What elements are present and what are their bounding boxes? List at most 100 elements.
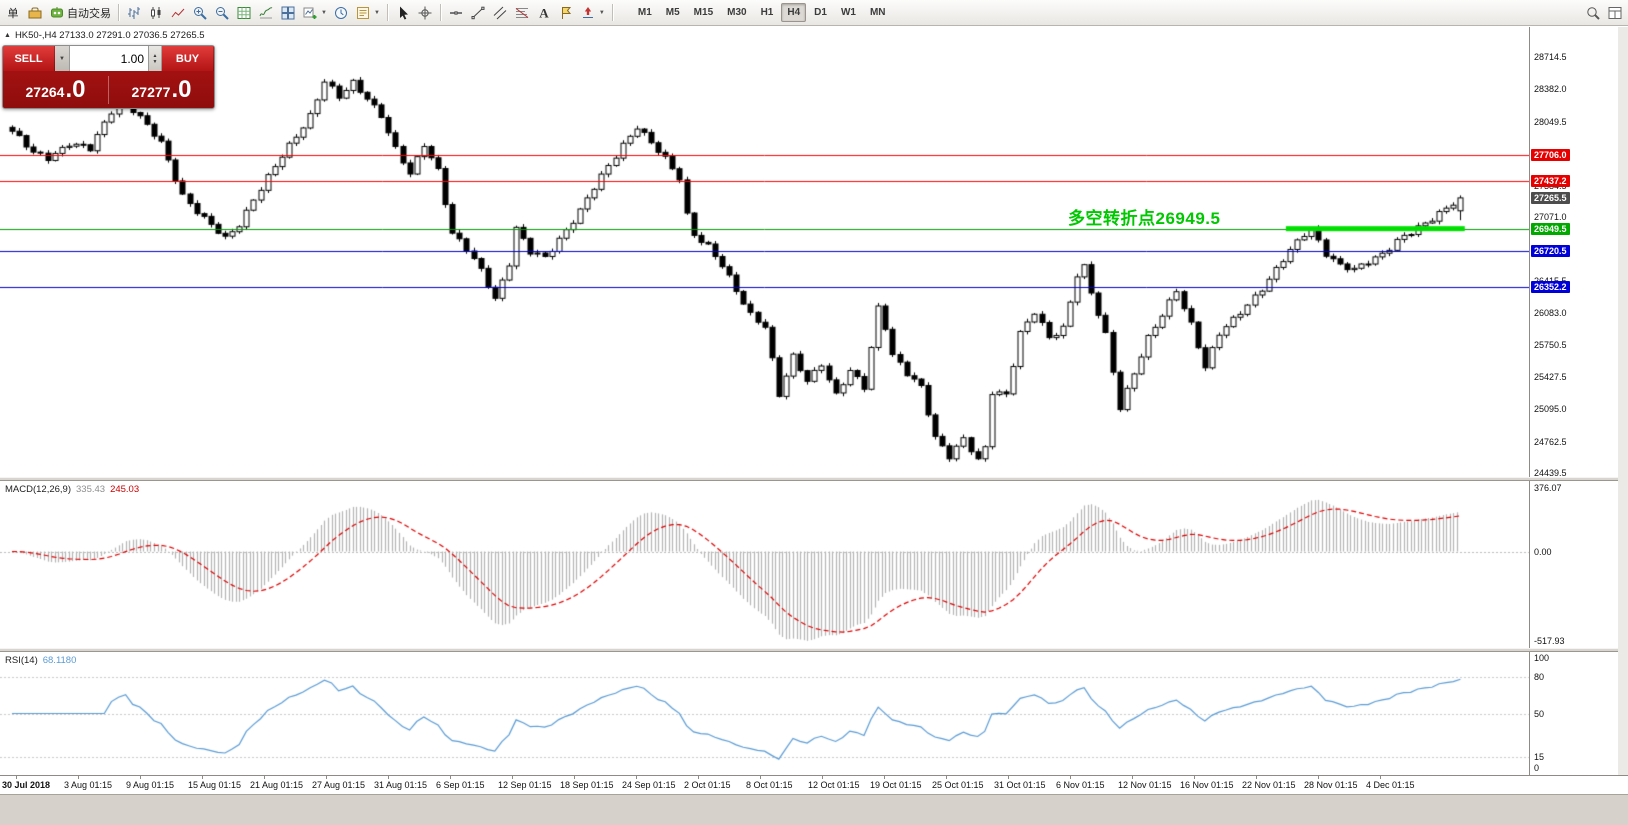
- date-label: 2 Oct 01:15: [684, 780, 731, 790]
- date-label: 12 Oct 01:15: [808, 780, 860, 790]
- toolbar: 单 自动交易 ▼ ▼ A ▼ M1 M5 M15 M30 H1 H4 D1 W1 MN: [0, 0, 1628, 26]
- macd-axis-label: 376.07: [1534, 483, 1562, 493]
- toolbar-separator: [386, 4, 388, 21]
- timeframe-mn[interactable]: MN: [869, 7, 886, 18]
- layout-icon: [1607, 5, 1623, 21]
- time-tick: [884, 776, 885, 779]
- text-button[interactable]: A: [533, 2, 555, 23]
- time-tick: [1008, 776, 1009, 779]
- rsi-value: 68.1180: [42, 655, 77, 666]
- sell-button[interactable]: SELL: [3, 46, 55, 71]
- clock-button[interactable]: [330, 2, 352, 23]
- price-axis-label: 26415.5: [1534, 276, 1567, 286]
- cursor-button[interactable]: [392, 2, 414, 23]
- price-axis-label: 28382.0: [1534, 84, 1567, 95]
- search-icon: [1585, 5, 1601, 21]
- search-button[interactable]: [1582, 2, 1604, 23]
- date-label: 19 Oct 01:15: [870, 780, 922, 790]
- timeframe-h4[interactable]: H4: [781, 3, 807, 22]
- pointer-tools-group: [392, 2, 436, 23]
- time-tick: [450, 776, 451, 779]
- grid-button[interactable]: [233, 2, 255, 23]
- macd-axis-label: -517.93: [1534, 636, 1565, 646]
- dropdown-caret-icon[interactable]: ▼: [321, 9, 327, 16]
- timeframe-h1[interactable]: H1: [760, 7, 774, 18]
- label-button[interactable]: [555, 2, 577, 23]
- volume-stepper[interactable]: ▲ ▼: [148, 46, 162, 71]
- time-axis: 30 Jul 2018 3 Aug 01:15 9 Aug 01:15 15 Aug …: [0, 775, 1628, 794]
- volume-dropdown-button[interactable]: ▼: [55, 46, 70, 71]
- crosshair-button[interactable]: [414, 2, 436, 23]
- autotrading-button[interactable]: 自动交易: [46, 2, 114, 23]
- level-label: 26949.5: [1531, 222, 1570, 235]
- date-label: 27 Aug 01:15: [312, 780, 366, 790]
- dropdown-caret-icon[interactable]: ▼: [373, 9, 380, 16]
- date-label: 18 Sep 01:15: [560, 780, 614, 790]
- timeframe-m30[interactable]: M30: [727, 7, 747, 18]
- level-label: 26720.5: [1531, 244, 1570, 257]
- zoom-out-button[interactable]: [211, 2, 233, 23]
- channel-button[interactable]: [489, 2, 511, 23]
- buy-button[interactable]: BUY: [162, 46, 214, 71]
- rsi-header: RSI(14) 68.1180: [5, 655, 76, 666]
- arrows-button[interactable]: ▼: [577, 2, 608, 23]
- toolbar-separator: [118, 4, 119, 21]
- main-chart-canvas[interactable]: [0, 27, 1529, 477]
- panel-separator[interactable]: [0, 477, 1628, 481]
- trendline-button[interactable]: [467, 2, 489, 23]
- rsi-canvas[interactable]: [0, 652, 1529, 775]
- time-tick: [1256, 776, 1257, 779]
- clock-icon: [333, 5, 349, 21]
- time-tick: [1318, 776, 1319, 779]
- autotrading-label: 自动交易: [67, 7, 111, 20]
- zoom-in-button[interactable]: [189, 2, 211, 23]
- layout-button[interactable]: [1604, 2, 1626, 23]
- panel-separator[interactable]: [0, 648, 1628, 652]
- date-label: 4 Dec 01:15: [1366, 780, 1415, 790]
- price-axis-label: 27071.0: [1534, 211, 1567, 222]
- bar-chart-button[interactable]: [123, 2, 145, 23]
- price-axis-label: 25095.0: [1534, 404, 1567, 415]
- level-label: 27706.0: [1531, 148, 1570, 161]
- new-chart-button[interactable]: ▼: [299, 2, 330, 23]
- cursor-icon: [395, 5, 411, 21]
- toolbox-icon: [27, 5, 43, 21]
- price-axis-label: 28714.5: [1534, 51, 1567, 62]
- price-axis-label: 25750.5: [1534, 340, 1567, 351]
- macd-canvas[interactable]: [0, 481, 1529, 648]
- fibonacci-button[interactable]: [511, 2, 533, 23]
- volume-input[interactable]: 1.00: [70, 46, 148, 71]
- date-label: 31 Aug 01:15: [374, 780, 428, 790]
- line-chart-button[interactable]: [167, 2, 189, 23]
- text-icon: A: [536, 5, 552, 21]
- zoom-out-icon: [214, 5, 230, 21]
- dropdown-caret-icon[interactable]: ▼: [598, 9, 605, 16]
- time-tick: [1194, 776, 1195, 779]
- timeframe-d1[interactable]: D1: [814, 7, 827, 18]
- timeframe-m1[interactable]: M1: [637, 7, 652, 18]
- hline-button[interactable]: [445, 2, 467, 23]
- timeframe-w1[interactable]: W1: [840, 7, 856, 18]
- pivot-annotation: 多空转折点26949.5: [1068, 209, 1221, 228]
- symbol-ohlc-text: HK50-,H4 27133.0 27291.0 27036.5 27265.5: [14, 30, 205, 41]
- one-click-collapse-icon[interactable]: ▲: [4, 32, 11, 39]
- date-label: 8 Oct 01:15: [746, 780, 793, 790]
- timeframe-m15[interactable]: M15: [693, 7, 714, 18]
- rsi-name: RSI(14): [5, 655, 38, 666]
- tile-windows-button[interactable]: [277, 2, 299, 23]
- date-label: 3 Aug 01:15: [64, 780, 113, 790]
- rsi-axis-label: 100: [1534, 653, 1550, 663]
- indicators-button[interactable]: [255, 2, 277, 23]
- date-label: 12 Nov 01:15: [1118, 780, 1172, 790]
- time-tick: [1070, 776, 1071, 779]
- templates-button[interactable]: ▼: [352, 2, 383, 23]
- timeframe-m5[interactable]: M5: [665, 7, 680, 18]
- toolbox-button[interactable]: [24, 2, 46, 23]
- price-axis-label: 25427.5: [1534, 371, 1567, 382]
- date-label: 28 Nov 01:15: [1304, 780, 1358, 790]
- trendline-icon: [470, 5, 486, 21]
- new-order-button[interactable]: 单: [2, 2, 24, 23]
- time-tick: [16, 776, 17, 779]
- price-axis-label: 28049.5: [1534, 116, 1567, 127]
- candlestick-button[interactable]: [145, 2, 167, 23]
